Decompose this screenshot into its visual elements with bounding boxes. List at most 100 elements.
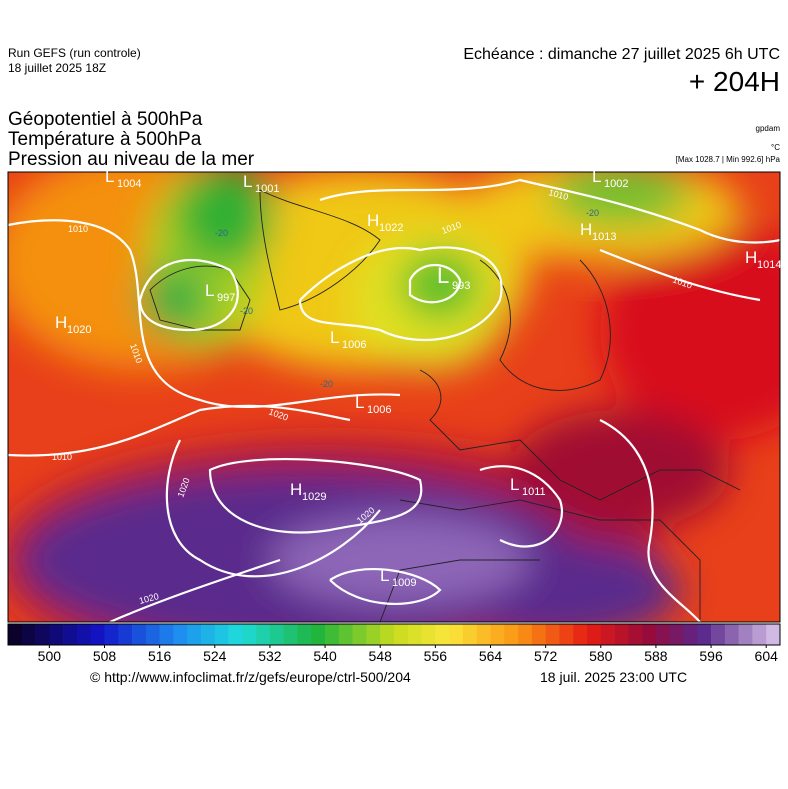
colorbar-tick-label: 556 — [424, 648, 448, 664]
lead-time: + 204H — [688, 66, 780, 97]
color-swatch — [476, 624, 491, 645]
color-swatch — [380, 624, 395, 645]
title-2: Température à 500hPa — [8, 129, 202, 150]
color-swatch — [325, 624, 340, 645]
color-swatch — [545, 624, 560, 645]
color-swatch — [435, 624, 450, 645]
center-letter: L — [105, 167, 114, 186]
center-letter: L — [355, 393, 364, 412]
color-swatch — [655, 624, 671, 645]
center-value: 1011 — [522, 486, 546, 498]
isobar-label: 1010 — [52, 452, 72, 462]
color-swatch — [683, 624, 698, 645]
center-value: 1029 — [302, 491, 326, 503]
color-swatch — [766, 624, 781, 645]
color-swatch — [628, 624, 643, 645]
unit-temp: °C — [771, 143, 780, 152]
center-letter: L — [380, 566, 389, 585]
color-swatch — [228, 624, 243, 645]
color-swatch — [90, 624, 105, 645]
color-swatch — [242, 624, 257, 645]
color-swatch — [8, 624, 23, 645]
color-swatch — [462, 624, 478, 645]
color-swatch — [642, 624, 657, 645]
color-swatch — [35, 624, 50, 645]
temperature-label: -20 — [320, 379, 333, 389]
colorbar-tick-label: 548 — [369, 648, 393, 664]
color-swatch — [421, 624, 436, 645]
colorbar-tick-label: 516 — [148, 648, 172, 664]
center-value: 1014 — [757, 259, 781, 271]
title-3: Pression au niveau de la mer — [8, 149, 255, 170]
color-swatch — [600, 624, 615, 645]
color-swatch — [366, 624, 381, 645]
center-letter: H — [745, 248, 757, 267]
color-swatch — [407, 624, 422, 645]
color-swatch — [449, 624, 464, 645]
colorbar-tick-label: 540 — [313, 648, 337, 664]
generated: 18 juil. 2025 23:00 UTC — [540, 669, 688, 685]
color-swatch — [256, 624, 271, 645]
center-value: 1002 — [604, 178, 628, 190]
color-swatch — [338, 624, 353, 645]
color-swatch — [297, 624, 312, 645]
center-letter: L — [205, 281, 214, 300]
color-swatch — [173, 624, 188, 645]
color-swatch — [145, 624, 160, 645]
source: © http://www.infoclimat.fr/z/gefs/europe… — [90, 669, 411, 685]
color-swatch — [187, 624, 202, 645]
center-letter: L — [243, 172, 252, 191]
colorbar-tick-label: 524 — [203, 648, 227, 664]
colorbar-tick-label: 508 — [93, 648, 117, 664]
center-value: 1013 — [592, 231, 616, 243]
color-swatch — [132, 624, 147, 645]
color-swatch — [573, 624, 588, 645]
run-date: 18 juillet 2025 18Z — [8, 61, 107, 75]
color-swatch — [697, 624, 712, 645]
color-swatch — [76, 624, 92, 645]
color-swatch — [283, 624, 298, 645]
color-swatch — [394, 624, 409, 645]
center-letter: L — [592, 167, 601, 186]
color-swatch — [531, 624, 546, 645]
center-letter: L — [510, 475, 519, 494]
center-value: 1006 — [342, 339, 366, 351]
color-swatch — [201, 624, 216, 645]
color-swatch — [159, 624, 174, 645]
center-letter: H — [367, 211, 379, 230]
run-label: Run GEFS (run controle) — [8, 46, 141, 60]
color-swatch — [738, 624, 753, 645]
color-swatch — [614, 624, 629, 645]
center-letter: H — [580, 220, 592, 239]
color-swatch — [711, 624, 726, 645]
color-swatch — [724, 624, 739, 645]
color-swatch — [214, 624, 229, 645]
valid-time: Echéance : dimanche 27 juillet 2025 6h U… — [463, 46, 780, 63]
color-swatch — [669, 624, 684, 645]
colorbar-tick-label: 572 — [534, 648, 558, 664]
color-swatch — [311, 624, 326, 645]
color-swatch — [490, 624, 505, 645]
colorbar-tick-label: 604 — [755, 648, 779, 664]
temperature-label: -20 — [240, 306, 253, 316]
temperature-label: -20 — [586, 208, 599, 218]
center-letter: H — [55, 313, 67, 332]
color-swatch — [518, 624, 533, 645]
color-swatch — [118, 624, 133, 645]
color-swatch — [352, 624, 367, 645]
colorbar-frame — [7, 623, 781, 646]
color-swatch — [21, 624, 36, 645]
colorbar-tick-label: 588 — [644, 648, 668, 664]
colorbar-tick-label: 596 — [699, 648, 723, 664]
center-value: 1004 — [117, 178, 141, 190]
color-swatch — [587, 624, 602, 645]
center-value: 1006 — [367, 404, 391, 416]
color-swatch — [104, 624, 119, 645]
colorbar-tick-label: 500 — [38, 648, 62, 664]
unit-geo: gpdam — [755, 124, 780, 133]
center-letter: L — [437, 263, 449, 288]
color-swatch — [49, 624, 64, 645]
center-value: 1001 — [255, 183, 279, 195]
